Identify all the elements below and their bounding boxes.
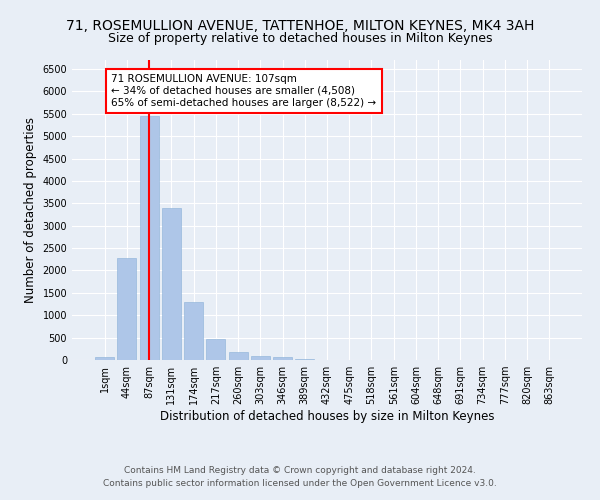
Bar [229,352,248,360]
Y-axis label: Number of detached properties: Number of detached properties [24,117,37,303]
Text: Contains HM Land Registry data © Crown copyright and database right 2024.
Contai: Contains HM Land Registry data © Crown c… [103,466,497,487]
Text: 71, ROSEMULLION AVENUE, TATTENHOE, MILTON KEYNES, MK4 3AH: 71, ROSEMULLION AVENUE, TATTENHOE, MILTO… [66,18,534,32]
Bar [95,357,114,360]
X-axis label: Distribution of detached houses by size in Milton Keynes: Distribution of detached houses by size … [160,410,494,423]
Text: Size of property relative to detached houses in Milton Keynes: Size of property relative to detached ho… [108,32,492,45]
Bar [273,357,292,360]
Bar [140,116,158,360]
Text: 71 ROSEMULLION AVENUE: 107sqm
← 34% of detached houses are smaller (4,508)
65% o: 71 ROSEMULLION AVENUE: 107sqm ← 34% of d… [112,74,376,108]
Bar [295,358,314,360]
Bar [206,338,225,360]
Bar [162,208,181,360]
Bar [184,302,203,360]
Bar [118,258,136,360]
Bar [251,356,270,360]
